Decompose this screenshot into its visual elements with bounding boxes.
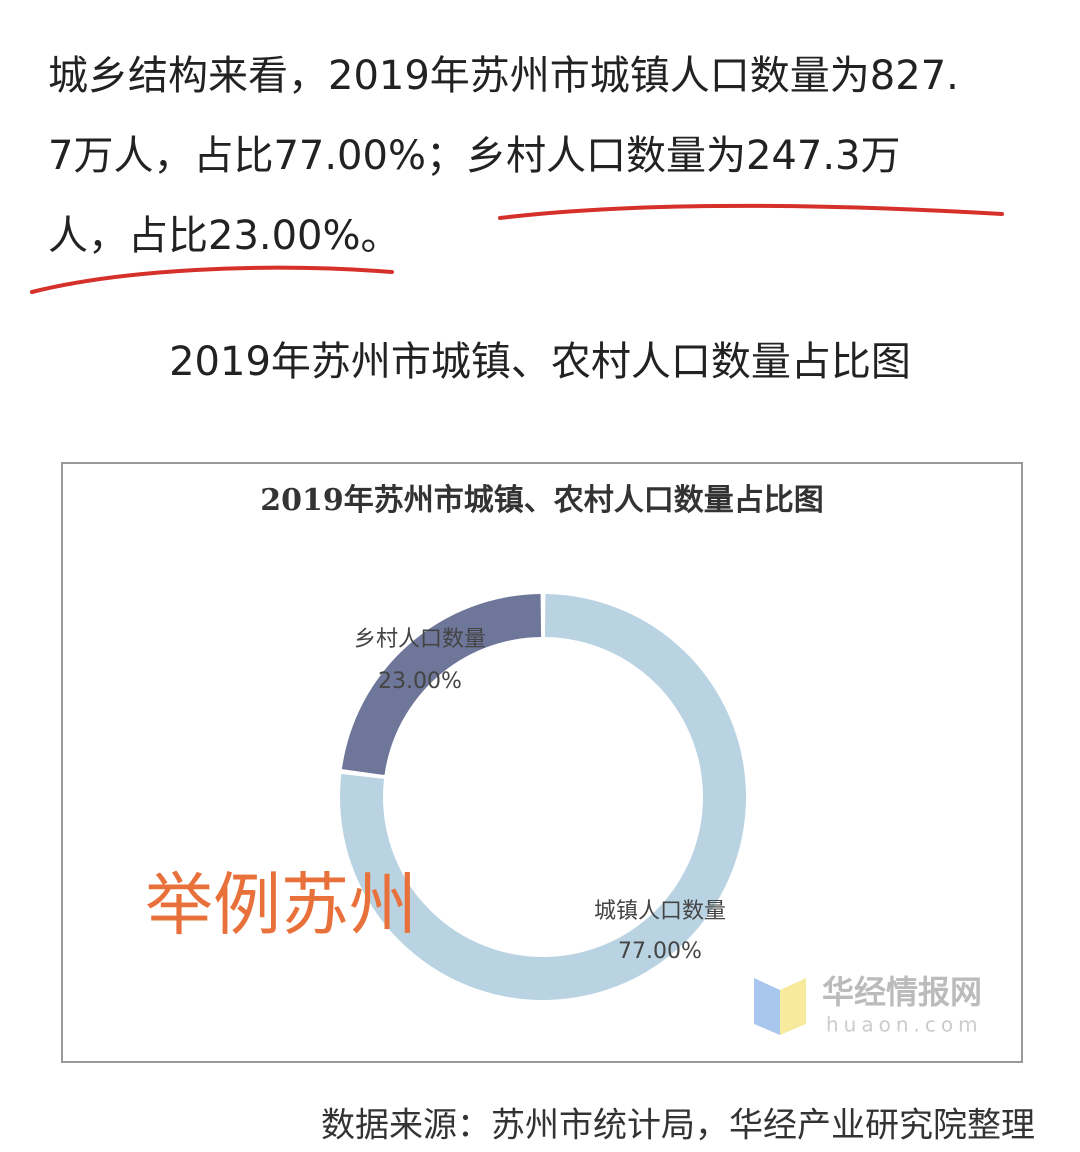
value-label: 23.00% [378,669,462,694]
underline [498,203,1004,220]
annotation: 举例苏州 [145,867,417,946]
slice-label: 城镇人口数量 [594,899,726,924]
logo-icon [754,978,780,1035]
watermark-url: huaon.com [826,1013,983,1037]
slice-label: 乡村人口数量 [354,627,486,652]
chart-title: 2019年苏州市城镇、农村人口数量占比图 [260,483,824,518]
donut [340,594,746,1000]
caption: 2019年苏州市城镇、农村人口数量占比图 [169,339,911,385]
paragraph-line: 人，占比23.00%。 [48,213,401,259]
value-label: 77.00% [618,939,702,964]
underline [30,265,394,294]
paragraph-line: 7万人，占比77.00%；乡村人口数量为247.3万 [48,133,900,179]
donut-slice [341,594,542,776]
watermark-name: 华经情报网 [822,973,982,1011]
source: 数据来源：苏州市统计局，华经产业研究院整理 [321,1106,1035,1146]
paragraph-line: 城乡结构来看，2019年苏州市城镇人口数量为827. [48,53,959,99]
logo-icon [780,978,806,1035]
